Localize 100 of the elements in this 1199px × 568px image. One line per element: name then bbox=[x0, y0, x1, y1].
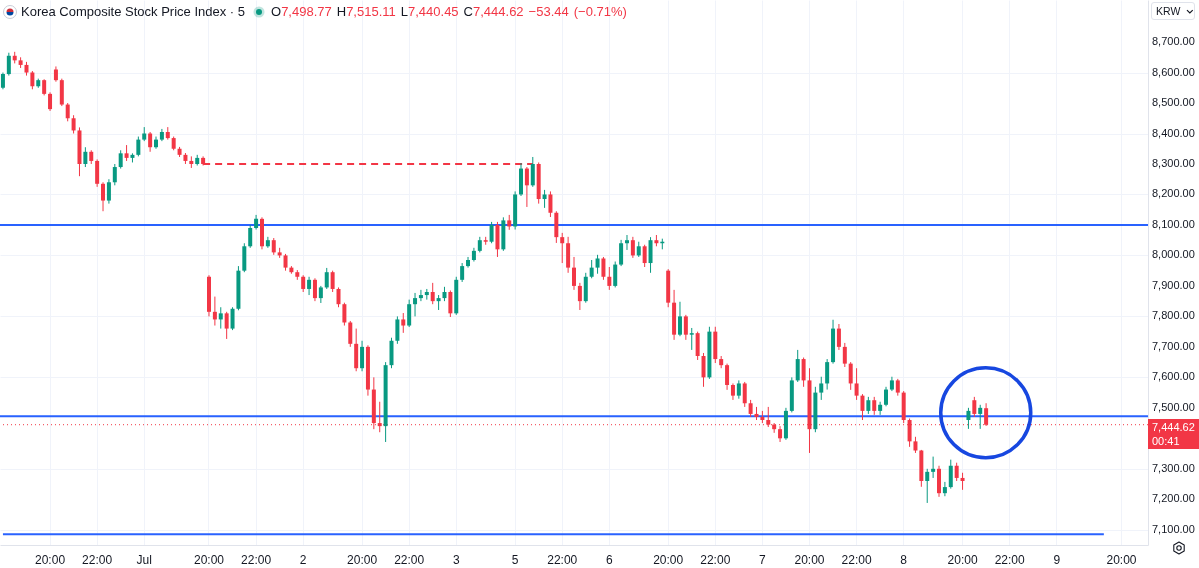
candlestick bbox=[548, 190, 553, 218]
candlestick bbox=[595, 254, 600, 275]
y-tick-label: 7,800.00 bbox=[1152, 309, 1195, 322]
candlestick bbox=[212, 296, 217, 327]
candlestick bbox=[825, 358, 830, 391]
candlestick bbox=[360, 340, 365, 372]
candlestick bbox=[418, 289, 423, 302]
candlestick bbox=[395, 315, 400, 345]
x-tick-label: 22:00 bbox=[841, 552, 872, 567]
candlestick bbox=[854, 367, 859, 401]
candlestick bbox=[966, 407, 971, 430]
y-tick-label: 7,900.00 bbox=[1152, 278, 1195, 291]
candlestick bbox=[624, 234, 629, 251]
candlestick bbox=[589, 259, 594, 279]
candlestick bbox=[71, 114, 76, 135]
x-tick-label: 22:00 bbox=[394, 552, 425, 567]
candlestick bbox=[742, 381, 747, 408]
candlestick bbox=[560, 232, 565, 264]
candlestick bbox=[524, 166, 529, 208]
candlestick bbox=[342, 302, 347, 327]
candlestick bbox=[324, 267, 329, 290]
candlestick bbox=[248, 224, 253, 249]
candlestick bbox=[30, 70, 35, 90]
candlestick bbox=[842, 342, 847, 368]
x-tick-label: 22:00 bbox=[700, 552, 731, 567]
candlestick bbox=[630, 236, 635, 259]
candlestick bbox=[931, 456, 936, 479]
x-tick-label: 22:00 bbox=[82, 552, 113, 567]
x-tick-label: 8 bbox=[900, 552, 908, 567]
candlestick bbox=[95, 158, 100, 188]
candlestick bbox=[701, 352, 706, 388]
y-tick-label: 8,000.00 bbox=[1152, 248, 1195, 261]
candlestick bbox=[48, 91, 53, 112]
candlestick bbox=[448, 289, 453, 318]
x-tick-label: Jul bbox=[136, 552, 152, 567]
candlestick bbox=[677, 301, 682, 337]
y-tick-label: 8,700.00 bbox=[1152, 35, 1195, 48]
x-tick-label: 20:00 bbox=[653, 552, 684, 567]
candlestick bbox=[948, 459, 953, 490]
x-tick-label: 5 bbox=[511, 552, 519, 567]
candlestick bbox=[312, 277, 317, 302]
x-tick-label: 6 bbox=[605, 552, 613, 567]
candlestick bbox=[878, 401, 883, 416]
candlestick bbox=[619, 239, 624, 267]
ref-line-label: 7,444.62 bbox=[1152, 419, 1196, 434]
candlestick bbox=[265, 236, 270, 249]
candlestick bbox=[795, 349, 800, 383]
candlestick bbox=[648, 236, 653, 274]
chart-title: Korea Composite Stock Price Index · 5 bbox=[21, 4, 245, 19]
y-tick-label: 7,500.00 bbox=[1152, 400, 1195, 413]
x-tick-label: 7 bbox=[759, 552, 767, 567]
candlestick bbox=[83, 146, 88, 168]
candlestick bbox=[407, 299, 412, 328]
x-tick-label: 20:00 bbox=[193, 552, 225, 567]
x-tick-label: 9 bbox=[1053, 552, 1061, 567]
candlestick bbox=[972, 396, 977, 418]
candlestick bbox=[836, 323, 841, 351]
candlestick bbox=[489, 221, 494, 244]
candlestick bbox=[330, 270, 335, 293]
y-tick-label: 8,400.00 bbox=[1152, 126, 1195, 139]
y-tick-label: 7,100.00 bbox=[1152, 522, 1195, 535]
candlestick bbox=[577, 282, 582, 311]
candlestick bbox=[348, 320, 353, 348]
y-tick-label: 8,200.00 bbox=[1152, 187, 1195, 200]
candlestick bbox=[954, 462, 959, 482]
candlestick bbox=[819, 376, 824, 401]
x-tick-label: 22:00 bbox=[547, 552, 578, 567]
candlestick bbox=[695, 331, 700, 361]
y-tick-label: 8,100.00 bbox=[1152, 217, 1195, 230]
x-tick-label: 22:00 bbox=[994, 552, 1025, 567]
candlestick bbox=[613, 261, 618, 288]
candlestick bbox=[801, 357, 806, 388]
candlestick bbox=[848, 361, 853, 391]
x-tick-label: 3 bbox=[452, 552, 460, 567]
candlestick bbox=[118, 149, 123, 170]
candlestick bbox=[860, 393, 865, 421]
candlestick bbox=[736, 379, 741, 400]
candlestick bbox=[725, 363, 730, 391]
y-tick-label: 7,300.00 bbox=[1152, 461, 1195, 474]
candlestick bbox=[689, 327, 694, 351]
candlestick bbox=[401, 312, 406, 334]
candlestick bbox=[224, 311, 229, 340]
candlestick bbox=[430, 282, 435, 305]
text: 00:41 bbox=[1152, 433, 1181, 448]
candlestick bbox=[942, 481, 947, 497]
x-tick-label: 20:00 bbox=[947, 552, 978, 567]
text: O7,498.77 H7,515.11 L7,440.45 C7,444.62 −53.44 (−0.71%) bbox=[271, 4, 627, 19]
candlestick bbox=[601, 256, 606, 281]
candlestick bbox=[607, 266, 612, 291]
candlestick bbox=[925, 468, 930, 504]
y-tick-label: 8,300.00 bbox=[1152, 156, 1195, 169]
x-tick-label: 2 bbox=[299, 552, 307, 567]
candlestick bbox=[466, 256, 471, 269]
candlestick bbox=[101, 181, 106, 212]
candlestick bbox=[642, 244, 647, 268]
candlestick bbox=[6, 52, 11, 77]
y-tick-label: 8,600.00 bbox=[1152, 65, 1195, 78]
candlestick bbox=[65, 102, 70, 122]
y-tick-label: 7,700.00 bbox=[1152, 339, 1195, 352]
candlestick bbox=[460, 262, 465, 283]
